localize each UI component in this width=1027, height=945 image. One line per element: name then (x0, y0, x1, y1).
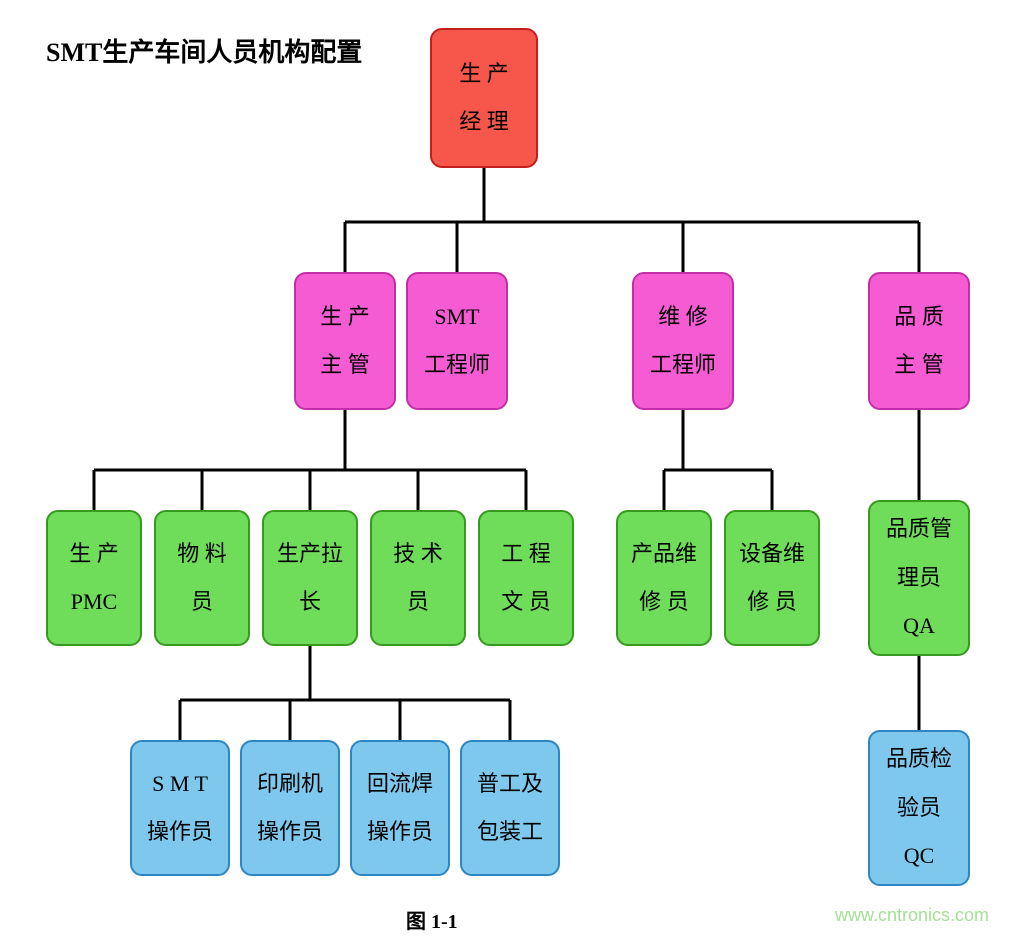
node-tech: 技 术员 (370, 510, 466, 646)
node-prod_rep-line0: 产品维 (631, 530, 697, 578)
node-pmc-line1: PMC (71, 578, 117, 626)
figure-caption: 图 1-1 (406, 905, 458, 934)
node-lazhang: 生产拉长 (262, 510, 358, 646)
node-smt_eng-line0: SMT (434, 293, 479, 341)
node-maint_eng-line1: 工程师 (650, 341, 716, 389)
node-tech-line1: 员 (407, 578, 429, 626)
node-qual_sup-line1: 主 管 (894, 341, 944, 389)
node-root-line1: 经 理 (459, 98, 509, 146)
node-equip_rep-line1: 修 员 (747, 578, 797, 626)
node-reflow_op-line1: 操作员 (367, 808, 433, 856)
node-clerk-line1: 文 员 (501, 578, 551, 626)
node-prod_rep: 产品维修 员 (616, 510, 712, 646)
node-prod_rep-line1: 修 员 (639, 578, 689, 626)
node-smt_eng-line1: 工程师 (424, 341, 490, 389)
node-qa-line2: QA (903, 602, 935, 650)
node-material: 物 料员 (154, 510, 250, 646)
node-worker: 普工及包装工 (460, 740, 560, 876)
node-smt_op-line1: 操作员 (147, 808, 213, 856)
node-prod_sup-line0: 生 产 (320, 293, 370, 341)
node-material-line0: 物 料 (177, 530, 227, 578)
node-qual_sup: 品 质主 管 (868, 272, 970, 410)
node-qc-line2: QC (904, 832, 935, 880)
node-material-line1: 员 (191, 578, 213, 626)
node-qc-line0: 品质检 (886, 735, 952, 783)
node-pmc: 生 产PMC (46, 510, 142, 646)
node-qa: 品质管理员QA (868, 500, 970, 656)
node-smt_op: S M T操作员 (130, 740, 230, 876)
node-equip_rep-line0: 设备维 (739, 530, 805, 578)
node-reflow_op-line0: 回流焊 (367, 760, 433, 808)
node-qa-line0: 品质管 (886, 505, 952, 553)
node-qa-line1: 理员 (897, 554, 941, 602)
node-qc-line1: 验员 (897, 784, 941, 832)
page-title: SMT生产车间人员机构配置 (46, 32, 362, 69)
node-prod_sup-line1: 主 管 (320, 341, 370, 389)
node-clerk: 工 程文 员 (478, 510, 574, 646)
node-tech-line0: 技 术 (393, 530, 443, 578)
node-equip_rep: 设备维修 员 (724, 510, 820, 646)
node-lazhang-line1: 长 (299, 578, 321, 626)
node-prod_sup: 生 产主 管 (294, 272, 396, 410)
node-maint_eng: 维 修工程师 (632, 272, 734, 410)
node-worker-line1: 包装工 (477, 808, 543, 856)
node-qc: 品质检验员QC (868, 730, 970, 886)
node-clerk-line0: 工 程 (501, 530, 551, 578)
node-maint_eng-line0: 维 修 (658, 293, 708, 341)
node-worker-line0: 普工及 (477, 760, 543, 808)
node-smt_op-line0: S M T (152, 760, 208, 808)
node-qual_sup-line0: 品 质 (894, 293, 944, 341)
node-root-line0: 生 产 (459, 50, 509, 98)
node-pmc-line0: 生 产 (69, 530, 119, 578)
node-smt_eng: SMT工程师 (406, 272, 508, 410)
node-lazhang-line0: 生产拉 (277, 530, 343, 578)
node-print_op: 印刷机操作员 (240, 740, 340, 876)
node-root: 生 产经 理 (430, 28, 538, 168)
node-print_op-line0: 印刷机 (257, 760, 323, 808)
watermark: www.cntronics.com (835, 905, 989, 926)
node-print_op-line1: 操作员 (257, 808, 323, 856)
node-reflow_op: 回流焊操作员 (350, 740, 450, 876)
